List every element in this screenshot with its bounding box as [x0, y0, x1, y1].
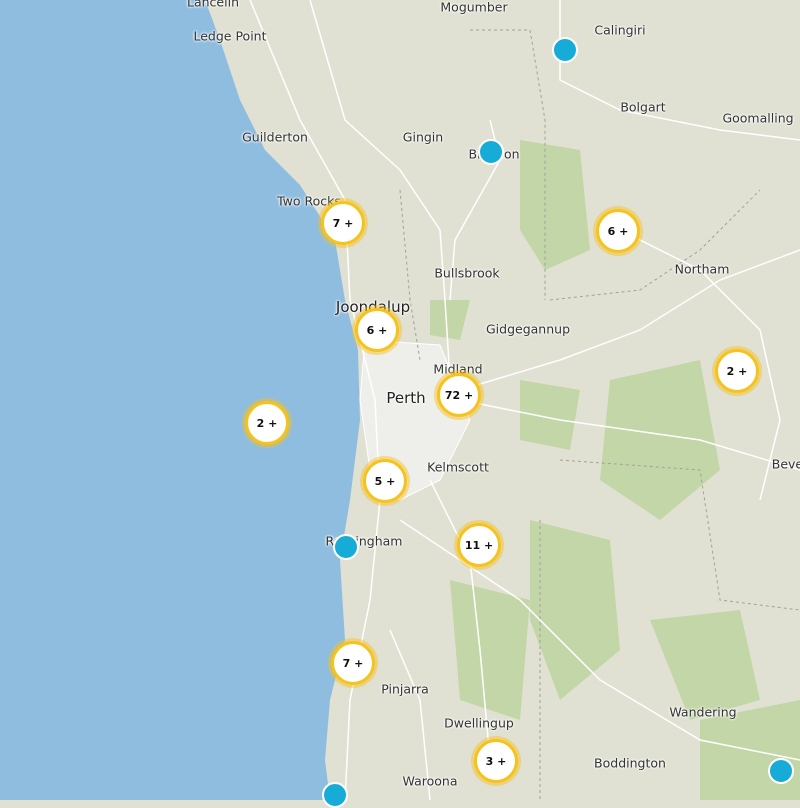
place-label: Gidgegannup: [485, 321, 571, 337]
cluster-marker[interactable]: 72 +: [437, 373, 481, 417]
place-label: Northam: [674, 261, 730, 277]
place-label: Lancelin: [187, 0, 239, 10]
cluster-marker[interactable]: 2 +: [715, 349, 759, 393]
ocean: [0, 0, 360, 800]
cluster-marker[interactable]: 11 +: [457, 523, 501, 567]
place-label: Two Rocks: [277, 193, 341, 209]
place-label: Bullsbrook: [434, 265, 500, 281]
place-label: Gingin: [402, 129, 444, 145]
place-label: Perth: [386, 389, 426, 407]
location-pin[interactable]: [768, 758, 794, 784]
location-pin[interactable]: [478, 139, 504, 165]
cluster-marker[interactable]: 5 +: [363, 459, 407, 503]
place-label: Goomalling: [722, 110, 794, 126]
forest-areas: [430, 140, 800, 800]
boundaries: [399, 29, 800, 800]
location-pin[interactable]: [333, 534, 359, 560]
location-pin[interactable]: [552, 37, 578, 63]
place-label: Waroona: [402, 773, 458, 789]
cluster-marker[interactable]: 7 +: [321, 201, 365, 245]
place-label: Mogumber: [440, 0, 508, 15]
cluster-marker[interactable]: 3 +: [474, 739, 518, 783]
place-label: Kelmscott: [427, 459, 489, 475]
place-label: Bolgart: [620, 99, 666, 115]
place-label: Boddington: [594, 755, 666, 771]
cluster-marker[interactable]: 7 +: [331, 641, 375, 685]
location-pin[interactable]: [322, 782, 348, 808]
cluster-marker[interactable]: 2 +: [245, 401, 289, 445]
place-label: Ledge Point: [193, 28, 267, 44]
place-label: Calingiri: [594, 22, 646, 38]
place-label: Dwellingup: [444, 715, 514, 731]
place-label: Wandering: [669, 704, 737, 720]
cluster-marker[interactable]: 6 +: [596, 209, 640, 253]
cluster-marker[interactable]: 6 +: [355, 308, 399, 352]
place-label: Pinjarra: [381, 681, 429, 697]
place-label: Joondalup: [335, 298, 411, 316]
place-label: Guilderton: [242, 129, 308, 145]
place-label: Midland: [433, 361, 483, 377]
place-label: Bever: [771, 456, 800, 472]
